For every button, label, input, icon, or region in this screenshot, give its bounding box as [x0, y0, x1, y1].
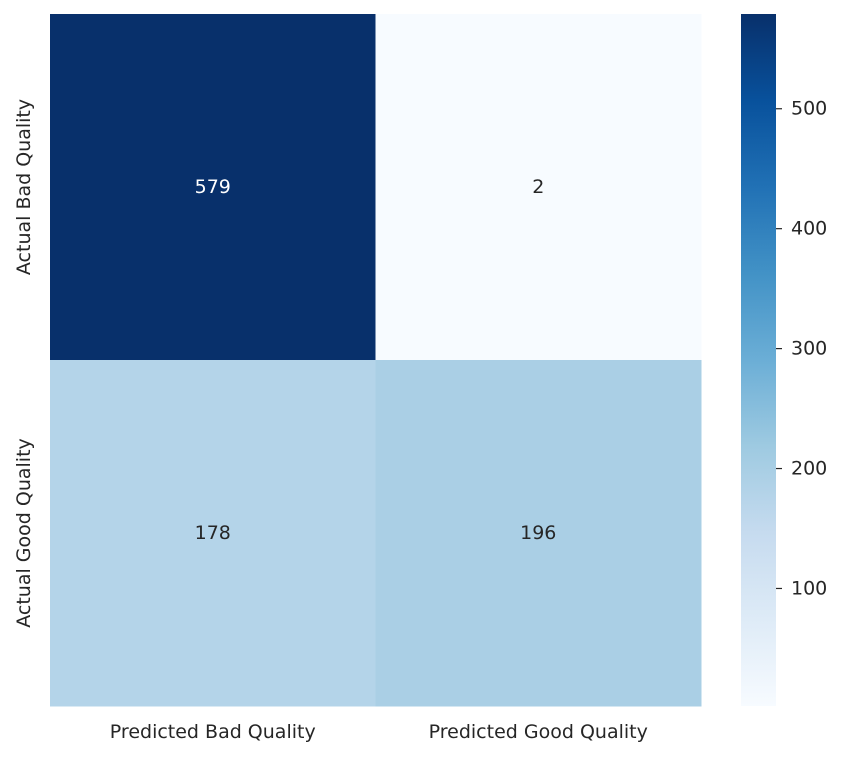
heatmap-cell: [375, 14, 702, 361]
x-tick-labels: Predicted Bad Quality Predicted Good Qual…: [110, 721, 648, 743]
colorbar-tick-label: 400: [791, 218, 827, 240]
colorbar-tick-label: 500: [791, 98, 827, 120]
heatmap-cells: [50, 14, 702, 707]
colorbar-tick-label: 200: [791, 458, 827, 480]
cell-value-label: 196: [520, 522, 556, 544]
heatmap-cell: [50, 360, 376, 707]
colorbar-tick-label: 100: [791, 577, 827, 599]
y-tick-labels: Actual Bad Quality Actual Good Quality: [13, 99, 35, 628]
y-tick-label: Actual Good Quality: [13, 438, 35, 628]
cell-value-label: 2: [532, 176, 544, 198]
cell-value-label: 178: [195, 522, 231, 544]
cell-value-labels: 579 2 178 196: [195, 176, 557, 544]
cell-value-label: 579: [195, 176, 231, 198]
colorbar: 100 200 300 400 500: [741, 14, 827, 706]
heatmap-cell: [50, 14, 376, 361]
y-tick-label: Actual Bad Quality: [13, 99, 35, 275]
x-tick-label: Predicted Bad Quality: [110, 721, 316, 743]
colorbar-ticks: 100 200 300 400 500: [776, 98, 827, 599]
x-tick-label: Predicted Good Quality: [429, 721, 648, 743]
colorbar-tick-label: 300: [791, 338, 827, 360]
colorbar-gradient: [741, 14, 776, 706]
heatmap-cell: [375, 360, 702, 707]
